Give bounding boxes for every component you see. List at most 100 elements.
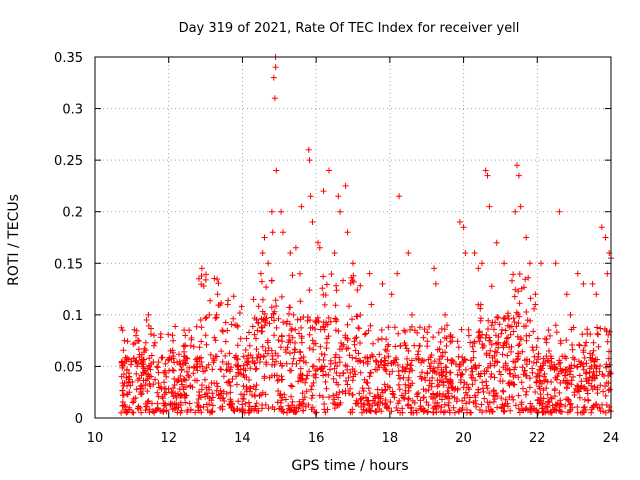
y-tick-label: 0.3 <box>62 103 83 118</box>
data-point <box>455 344 462 351</box>
data-point <box>430 405 437 412</box>
data-point <box>541 371 548 377</box>
data-point <box>582 370 589 377</box>
data-point <box>262 391 269 398</box>
data-point <box>253 365 260 372</box>
data-point <box>212 315 219 322</box>
data-point <box>582 385 589 392</box>
data-point <box>515 172 522 179</box>
data-point <box>218 348 225 355</box>
data-point <box>130 341 137 348</box>
data-point <box>417 373 424 380</box>
data-point <box>163 373 170 380</box>
data-point <box>214 291 221 298</box>
data-point <box>202 315 209 322</box>
data-point <box>597 362 603 369</box>
data-point <box>490 398 497 405</box>
data-point <box>342 334 349 341</box>
data-point <box>523 361 530 368</box>
data-point <box>447 369 454 376</box>
data-point <box>603 364 610 371</box>
data-point <box>532 301 539 308</box>
data-point <box>186 400 193 407</box>
data-point <box>253 382 260 389</box>
data-point <box>263 315 270 322</box>
data-point <box>263 361 270 368</box>
data-point <box>557 380 564 386</box>
x-axis-title: GPS time / hours <box>291 458 408 474</box>
data-point <box>330 375 337 382</box>
data-point <box>421 407 428 414</box>
data-point <box>395 400 402 407</box>
data-point <box>247 407 254 414</box>
data-point <box>130 355 137 362</box>
data-point <box>604 270 611 277</box>
data-point <box>253 346 260 353</box>
data-point <box>526 375 533 382</box>
data-point <box>530 405 537 412</box>
data-point <box>439 372 446 379</box>
data-point <box>302 379 309 386</box>
data-point <box>463 381 470 388</box>
data-point <box>408 362 415 369</box>
data-point <box>391 324 398 331</box>
data-point <box>297 298 304 305</box>
data-point <box>289 334 296 341</box>
data-point <box>400 394 407 401</box>
data-point <box>300 314 307 321</box>
data-point <box>253 355 260 361</box>
data-point <box>424 329 431 336</box>
data-point <box>556 208 563 215</box>
data-point <box>163 407 170 414</box>
data-point <box>354 287 361 293</box>
data-point <box>133 386 140 393</box>
data-point <box>515 374 522 381</box>
data-point <box>510 396 517 403</box>
data-point <box>218 390 225 397</box>
data-point <box>307 193 314 200</box>
data-point <box>580 347 587 354</box>
data-point <box>590 339 597 346</box>
data-point <box>387 398 394 405</box>
data-point <box>543 353 550 360</box>
data-point <box>152 339 158 346</box>
y-axis-tick-labels: 0 0.05 0.1 0.15 0.2 0.25 0.3 0.35 <box>54 51 83 427</box>
data-point <box>323 345 330 352</box>
data-point <box>545 327 552 334</box>
data-point <box>165 357 172 364</box>
data-point <box>436 390 443 397</box>
data-point <box>182 332 189 339</box>
data-point <box>149 400 155 407</box>
data-point <box>395 381 402 388</box>
data-point <box>148 331 154 338</box>
data-point <box>405 348 412 354</box>
data-point <box>538 260 544 267</box>
data-point <box>495 344 502 351</box>
data-point <box>491 362 498 369</box>
data-point <box>233 381 240 388</box>
data-point <box>335 394 342 401</box>
data-point <box>409 311 415 318</box>
data-point <box>289 383 296 390</box>
data-point <box>215 302 222 309</box>
data-point <box>347 369 354 376</box>
data-point <box>461 395 468 401</box>
data-point <box>551 386 558 392</box>
data-point <box>383 368 390 375</box>
data-point <box>287 250 294 256</box>
data-point <box>150 408 157 415</box>
data-point <box>345 374 352 381</box>
data-point <box>566 371 573 378</box>
data-point <box>321 301 328 308</box>
data-point <box>366 270 373 277</box>
data-point <box>574 270 581 277</box>
data-point <box>500 342 507 349</box>
data-point <box>421 326 428 333</box>
data-point <box>273 358 279 365</box>
data-point <box>568 326 575 333</box>
data-point <box>298 203 305 210</box>
data-point <box>252 366 259 373</box>
data-point <box>316 392 323 399</box>
data-point <box>593 291 600 298</box>
data-point <box>481 370 488 377</box>
